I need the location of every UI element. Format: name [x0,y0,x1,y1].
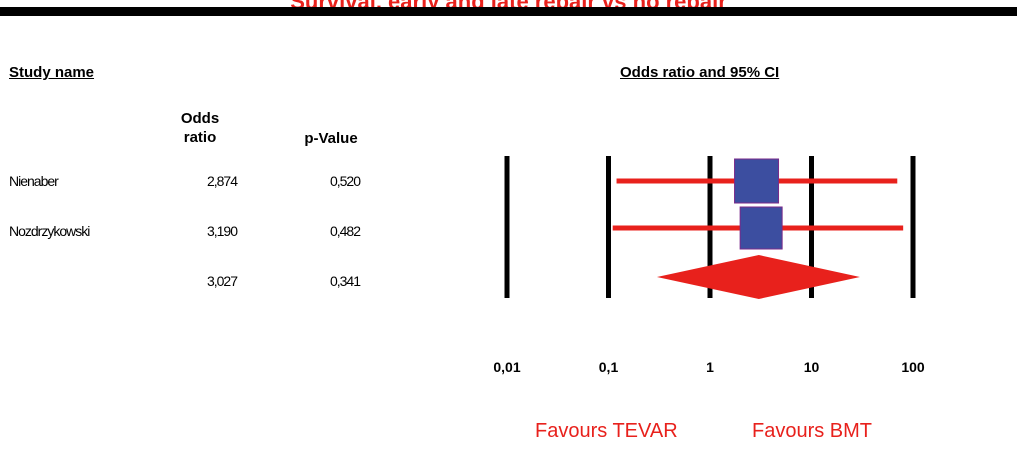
study-row-1-p-value: 0,520 [329,173,361,189]
favours-right-label: Favours BMT [752,420,873,442]
study-row-2-odds-ratio: 3,190 [206,223,238,239]
study-row-1-odds-ratio: 2,874 [206,173,238,189]
study-name-header: Study name [9,64,95,81]
study-row-1-name: Nienaber [9,173,59,189]
odds-ratio-header: Odds ratio [180,110,220,146]
x-tick-label-1: 0,1 [599,359,619,375]
study-box-2 [739,206,783,250]
study-row-2-p-value: 0,482 [329,223,361,239]
x-tick-label-0: 0,01 [493,359,520,375]
study-box-1 [734,158,780,204]
x-tick-label-3: 10 [804,359,820,375]
summary-row-p-value: 0,341 [329,273,361,289]
x-tick-label-2: 1 [706,359,714,375]
title-rule [0,7,1017,16]
study-row-2-name: Nozdrzykowski [9,223,90,239]
plot-title: Odds ratio and 95% CI [620,64,780,81]
p-value-header: p-Value [304,130,358,147]
x-tick-label-4: 100 [901,359,925,375]
summary-diamond [656,255,860,299]
favours-left-label: Favours TEVAR [535,420,678,442]
summary-row-odds-ratio: 3,027 [206,273,238,289]
